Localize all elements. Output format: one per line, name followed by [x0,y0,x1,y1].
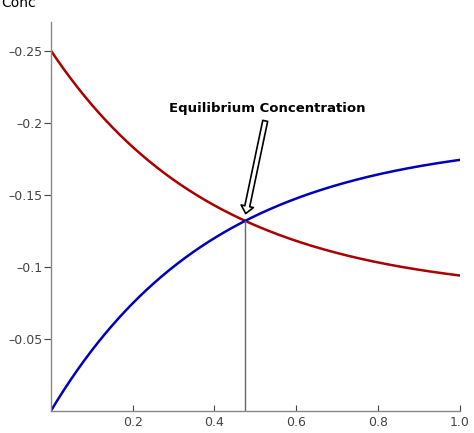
Y-axis label: Conc: Conc [1,0,36,10]
Text: Equilibrium Concentration: Equilibrium Concentration [170,102,366,213]
